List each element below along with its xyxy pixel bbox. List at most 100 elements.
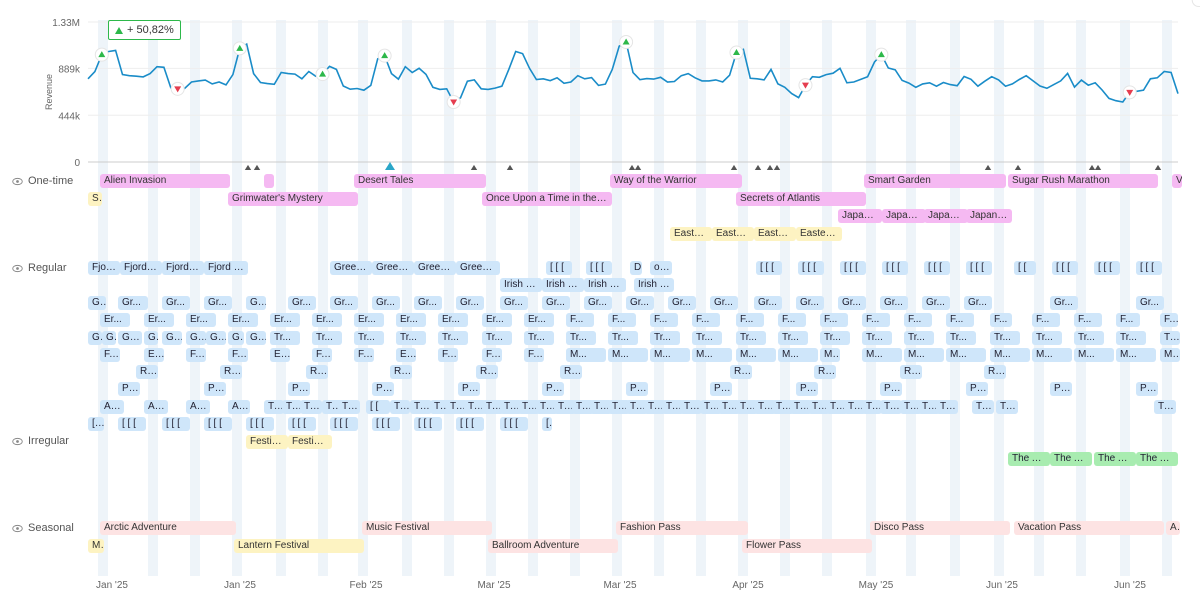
- campaign-bar[interactable]: Easter ...: [670, 227, 712, 241]
- campaign-bar[interactable]: D: [630, 261, 642, 275]
- campaign-bar[interactable]: [ [ [: [840, 261, 866, 275]
- row-label-one-time[interactable]: One-time: [12, 175, 73, 187]
- campaign-bar[interactable]: Tr...: [972, 400, 994, 414]
- campaign-bar[interactable]: F...: [354, 348, 374, 362]
- campaign-bar[interactable]: Tr...: [500, 400, 522, 414]
- campaign-bar[interactable]: F...: [608, 313, 636, 327]
- campaign-bar[interactable]: Tr...: [264, 400, 284, 414]
- campaign-bar[interactable]: Tr...: [808, 400, 830, 414]
- event-marker-icon[interactable]: [506, 164, 514, 170]
- campaign-bar[interactable]: Tr...: [282, 400, 302, 414]
- event-marker-icon[interactable]: [634, 164, 642, 170]
- campaign-bar[interactable]: Gr...: [754, 296, 782, 310]
- campaign-bar[interactable]: Easter ...: [754, 227, 796, 241]
- campaign-bar[interactable]: R...: [814, 365, 836, 379]
- campaign-bar[interactable]: Gr...: [710, 296, 738, 310]
- campaign-bar[interactable]: Tr...: [736, 400, 758, 414]
- campaign-bar[interactable]: Gr...: [584, 296, 612, 310]
- row-label-regular[interactable]: Regular: [12, 262, 67, 274]
- campaign-bar[interactable]: Tr...: [644, 400, 666, 414]
- campaign-bar[interactable]: F...: [1160, 313, 1178, 327]
- campaign-bar[interactable]: Tr...: [996, 400, 1018, 414]
- campaign-bar[interactable]: Ai...: [186, 400, 210, 414]
- campaign-bar[interactable]: Disco Pass: [870, 521, 1010, 535]
- campaign-bar[interactable]: Tr...: [446, 400, 468, 414]
- campaign-bar[interactable]: Tr...: [650, 331, 680, 345]
- campaign-bar[interactable]: Tr...: [946, 331, 976, 345]
- campaign-bar[interactable]: Tr...: [482, 331, 512, 345]
- campaign-bar[interactable]: Tr...: [880, 400, 902, 414]
- campaign-bar[interactable]: [ [ [: [288, 417, 316, 431]
- campaign-bar[interactable]: Fjord R...: [162, 261, 204, 275]
- campaign-bar[interactable]: [ [ [: [756, 261, 782, 275]
- campaign-bar[interactable]: G...: [228, 331, 244, 345]
- campaign-bar[interactable]: R...: [390, 365, 412, 379]
- event-marker-icon[interactable]: [1088, 164, 1096, 170]
- campaign-bar[interactable]: F...: [862, 313, 890, 327]
- campaign-bar[interactable]: Tr...: [608, 331, 638, 345]
- campaign-bar[interactable]: Alien Invasion: [100, 174, 230, 188]
- campaign-bar[interactable]: F...: [650, 313, 678, 327]
- event-marker-icon[interactable]: [773, 164, 781, 170]
- campaign-bar[interactable]: [ [ [: [966, 261, 992, 275]
- campaign-bar[interactable]: Er...: [524, 313, 554, 327]
- campaign-bar[interactable]: Tr...: [410, 400, 432, 414]
- campaign-bar[interactable]: Tr...: [1074, 331, 1104, 345]
- campaign-bar[interactable]: Tr...: [692, 331, 722, 345]
- campaign-bar[interactable]: G...: [246, 296, 266, 310]
- campaign-bar[interactable]: [ [ [: [586, 261, 612, 275]
- campaign-bar[interactable]: M...: [608, 348, 648, 362]
- campaign-bar[interactable]: Pi...: [288, 382, 310, 396]
- campaign-bar[interactable]: [ [ [: [798, 261, 824, 275]
- campaign-bar[interactable]: Tr...: [778, 331, 808, 345]
- campaign-bar[interactable]: Greek ...: [330, 261, 372, 275]
- campaign-bar[interactable]: G...: [246, 331, 266, 345]
- campaign-bar[interactable]: M...: [1074, 348, 1114, 362]
- campaign-bar[interactable]: Gr...: [330, 296, 358, 310]
- campaign-bar[interactable]: Ai...: [228, 400, 250, 414]
- campaign-bar[interactable]: Tr...: [338, 400, 360, 414]
- campaign-bar[interactable]: Pi...: [880, 382, 902, 396]
- campaign-bar[interactable]: Easter ...: [796, 227, 842, 241]
- event-marker-icon[interactable]: [984, 164, 992, 170]
- campaign-bar[interactable]: F...: [820, 313, 848, 327]
- campaign-bar[interactable]: The A...: [1050, 452, 1092, 466]
- campaign-bar[interactable]: Er...: [438, 313, 468, 327]
- campaign-bar[interactable]: Tr...: [390, 400, 410, 414]
- campaign-bar[interactable]: V: [1172, 174, 1182, 188]
- campaign-bar[interactable]: Tr...: [662, 400, 684, 414]
- campaign-bar[interactable]: Tr...: [626, 400, 648, 414]
- campaign-bar[interactable]: [ [ [: [118, 417, 146, 431]
- campaign-bar[interactable]: Tr...: [566, 331, 596, 345]
- campaign-bar[interactable]: [ [: [366, 400, 390, 414]
- campaign-bar[interactable]: F...: [1116, 313, 1140, 327]
- campaign-bar[interactable]: Pi...: [1050, 382, 1072, 396]
- campaign-bar[interactable]: [264, 174, 274, 188]
- eye-icon[interactable]: [12, 436, 23, 447]
- campaign-bar[interactable]: Tr...: [700, 400, 722, 414]
- campaign-bar[interactable]: Tr...: [736, 331, 766, 345]
- campaign-bar[interactable]: Tr...: [608, 400, 630, 414]
- campaign-bar[interactable]: Pi...: [966, 382, 988, 396]
- campaign-bar[interactable]: Er...: [228, 313, 258, 327]
- campaign-bar[interactable]: F...: [186, 348, 206, 362]
- row-label-irregular[interactable]: Irregular: [12, 435, 69, 447]
- campaign-bar[interactable]: F...: [692, 313, 720, 327]
- campaign-bar[interactable]: M...: [862, 348, 902, 362]
- campaign-bar[interactable]: M...: [736, 348, 776, 362]
- campaign-bar[interactable]: F...: [524, 348, 544, 362]
- campaign-bar[interactable]: [ [ [: [924, 261, 950, 275]
- campaign-bar[interactable]: [ [ [: [372, 417, 400, 431]
- campaign-bar[interactable]: F...: [904, 313, 932, 327]
- campaign-bar[interactable]: Japane...: [966, 209, 1012, 223]
- campaign-bar[interactable]: Sugar Rush Marathon: [1008, 174, 1158, 188]
- campaign-bar[interactable]: [ [ [: [1052, 261, 1078, 275]
- campaign-bar[interactable]: Er...: [396, 313, 426, 327]
- campaign-bar[interactable]: Tr...: [464, 400, 486, 414]
- campaign-bar[interactable]: Pi...: [626, 382, 648, 396]
- campaign-bar[interactable]: M...: [1116, 348, 1156, 362]
- campaign-bar[interactable]: o C: [650, 261, 672, 275]
- event-marker-icon[interactable]: [730, 164, 738, 170]
- campaign-bar[interactable]: F...: [228, 348, 248, 362]
- campaign-bar[interactable]: M...: [820, 348, 840, 362]
